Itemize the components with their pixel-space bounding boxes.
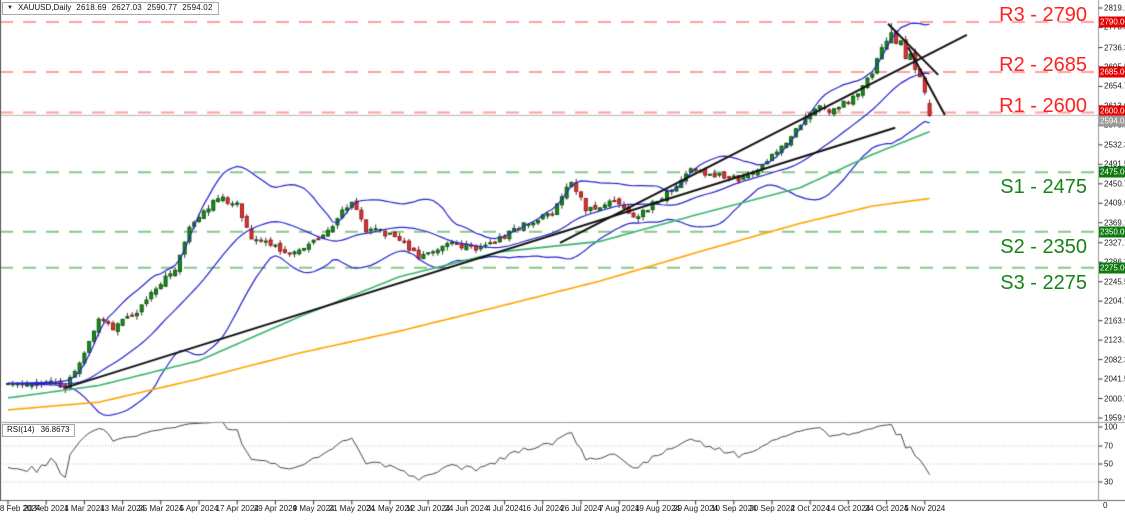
trading-chart-window: { "title": { "arrow_icon": "▼", "symbol"… [0,0,1125,521]
price-chart-canvas[interactable] [0,0,1125,521]
